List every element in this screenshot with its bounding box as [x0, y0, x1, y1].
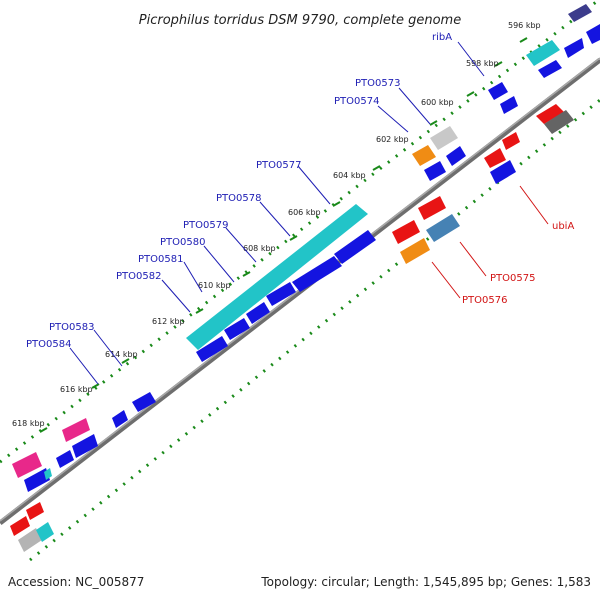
- gene-feature[interactable]: [24, 468, 50, 492]
- gene-label-pto0574[interactable]: PTO0574: [334, 96, 379, 107]
- gene-feature[interactable]: [196, 336, 228, 362]
- gene-label-pto0578[interactable]: PTO0578: [216, 193, 261, 204]
- gene-feature[interactable]: [564, 38, 584, 58]
- tick-label: 598 kbp: [466, 59, 499, 68]
- gene-feature[interactable]: [44, 468, 52, 480]
- gene-feature[interactable]: [446, 146, 466, 166]
- topology-label: Topology: circular; Length: 1,545,895 bp…: [260, 575, 591, 589]
- tick-label: 614 kbp: [105, 350, 138, 359]
- gene-feature[interactable]: [392, 220, 420, 244]
- gene-feature[interactable]: [412, 145, 436, 166]
- gene-feature[interactable]: [500, 96, 518, 114]
- tick-label: 612 kbp: [152, 317, 185, 326]
- gene-feature[interactable]: [502, 132, 520, 150]
- gene-label-pto0584[interactable]: PTO0584: [26, 339, 71, 350]
- tick-label: 602 kbp: [376, 135, 409, 144]
- tick-label: 610 kbp: [198, 281, 231, 290]
- gene-feature[interactable]: [568, 4, 592, 22]
- gene-feature[interactable]: [490, 160, 516, 184]
- gene-feature[interactable]: [424, 161, 446, 181]
- gene-feature[interactable]: [538, 60, 562, 78]
- gene-label-pto0582[interactable]: PTO0582: [116, 271, 161, 282]
- gene-label-pto0577[interactable]: PTO0577: [256, 160, 301, 171]
- gene-label-pto0581[interactable]: PTO0581: [138, 254, 183, 265]
- gene-feature[interactable]: [544, 110, 574, 134]
- gene-feature[interactable]: [418, 196, 446, 220]
- gene-feature[interactable]: [400, 238, 430, 264]
- gene-feature[interactable]: [18, 528, 42, 552]
- gene-feature[interactable]: [72, 434, 98, 458]
- gene-feature[interactable]: [56, 450, 74, 468]
- tick-label: 618 kbp: [12, 419, 45, 428]
- gene-feature[interactable]: [112, 410, 128, 428]
- gene-feature[interactable]: [26, 502, 44, 520]
- gene-feature[interactable]: [430, 126, 458, 150]
- gene-feature[interactable]: [62, 418, 90, 442]
- tick-label: 600 kbp: [421, 98, 454, 107]
- gene-feature[interactable]: [426, 214, 460, 242]
- gene-feature[interactable]: [36, 522, 54, 542]
- gene-label-pto0583[interactable]: PTO0583: [49, 322, 94, 333]
- gene-feature[interactable]: [526, 40, 560, 66]
- gene-feature[interactable]: [224, 318, 250, 340]
- gene-feature[interactable]: [246, 302, 270, 324]
- gene-label-ubiA[interactable]: ubiA: [552, 221, 574, 232]
- gene-feature[interactable]: [186, 204, 368, 350]
- gene-feature[interactable]: [488, 82, 508, 100]
- tick-label: 616 kbp: [60, 385, 93, 394]
- gene-label-pto0580[interactable]: PTO0580: [160, 237, 205, 248]
- gene-label-pto0573[interactable]: PTO0573: [355, 78, 400, 89]
- gene-label-pto0579[interactable]: PTO0579: [183, 220, 228, 231]
- accession-label: Accession: NC_005877: [8, 575, 144, 589]
- gene-feature[interactable]: [292, 256, 342, 292]
- tick-label: 604 kbp: [333, 171, 366, 180]
- scale-ticks: [39, 37, 528, 433]
- gene-feature[interactable]: [536, 104, 564, 124]
- gene-label-ribA[interactable]: ribA: [432, 32, 452, 43]
- outer-scale-dots: [0, 0, 600, 464]
- gene-feature[interactable]: [10, 516, 30, 536]
- tick-label: 596 kbp: [508, 21, 541, 30]
- tick-label: 606 kbp: [288, 208, 321, 217]
- gene-feature[interactable]: [12, 452, 42, 478]
- gene-feature[interactable]: [586, 24, 600, 44]
- gene-feature[interactable]: [334, 230, 376, 264]
- gene-label-pto0575[interactable]: PTO0575: [490, 273, 535, 284]
- label-leaders-outer: [69, 41, 485, 385]
- map-title: Picrophilus torridus DSM 9790, complete …: [139, 13, 461, 28]
- tick-label: 608 kbp: [243, 244, 276, 253]
- gene-feature[interactable]: [266, 282, 296, 306]
- gene-feature[interactable]: [132, 392, 156, 412]
- gene-feature[interactable]: [484, 148, 506, 168]
- gene-label-pto0576[interactable]: PTO0576: [462, 295, 507, 306]
- label-leaders-inner: [431, 185, 549, 299]
